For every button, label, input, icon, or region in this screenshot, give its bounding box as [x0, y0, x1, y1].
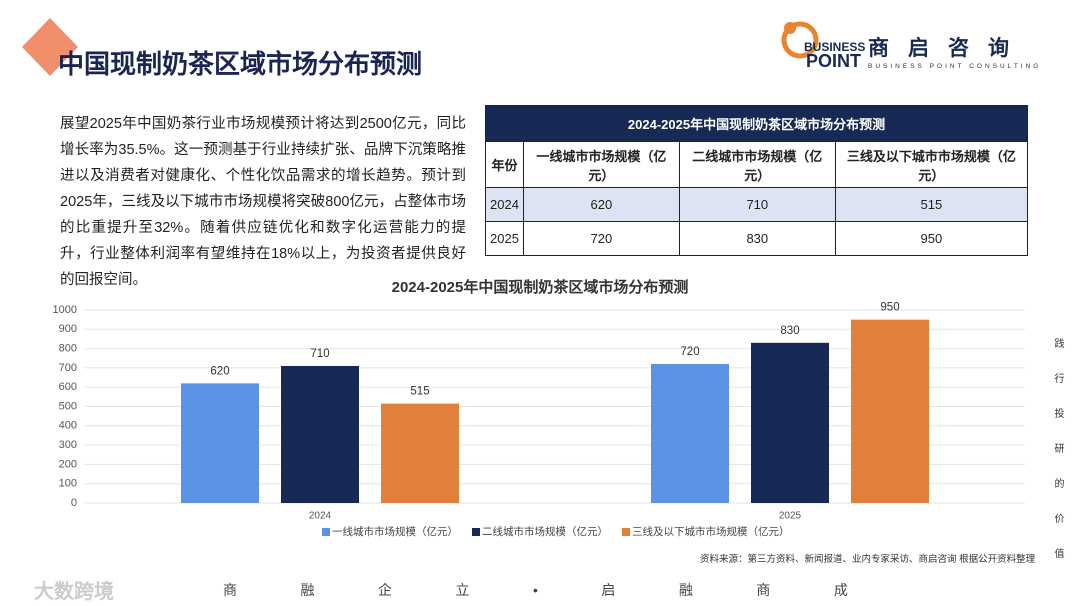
value-label: 830 [780, 325, 799, 337]
bar [381, 403, 459, 503]
table-cell: 720 [522, 221, 680, 256]
table-header: 年份 [485, 141, 524, 188]
logo-top: BUSINESS [804, 40, 865, 54]
table-row: 2025 720 830 950 [485, 221, 1029, 256]
logo-name: 商启咨询 [868, 36, 1028, 60]
table-cell: 620 [522, 187, 680, 222]
legend-swatch [472, 528, 480, 536]
bar [181, 383, 259, 503]
legend-label: 一线城市市场规模（亿元） [332, 525, 458, 538]
footer: 商融企立•启融商成 [223, 582, 912, 598]
table-caption: 2024-2025年中国现制奶茶区域市场分布预测 [485, 105, 1028, 142]
y-tick-label: 200 [59, 458, 77, 470]
y-tick-label: 1000 [53, 304, 77, 316]
legend-label: 二线城市市场规模（亿元） [482, 525, 608, 538]
table-header-row: 年份 一线城市市场规模（亿元） 二线城市市场规模（亿元） 三线及以下城市市场规模（亿元… [485, 141, 1029, 188]
side-text: 践行投研的价值 [1052, 338, 1063, 583]
y-tick-label: 600 [59, 381, 77, 393]
table-row: 2024 620 710 515 [485, 187, 1029, 222]
y-tick-label: 500 [59, 400, 77, 412]
y-tick-label: 700 [59, 362, 77, 374]
table-header: 一线城市市场规模（亿元） [522, 141, 680, 188]
value-label: 720 [680, 346, 699, 358]
decoration [22, 18, 78, 76]
title: 中国现制奶茶区域市场分布预测 [58, 49, 423, 79]
bar [851, 319, 929, 503]
table-cell: 515 [834, 187, 1029, 222]
legend-swatch [322, 528, 330, 536]
table-header: 二线城市市场规模（亿元） [678, 141, 836, 188]
y-tick-label: 100 [59, 478, 77, 490]
bar [651, 364, 729, 503]
bar [281, 365, 359, 503]
table-caption-row: 2024-2025年中国现制奶茶区域市场分布预测 [485, 105, 1028, 142]
table-header: 三线及以下城市市场规模（亿元） [834, 141, 1029, 188]
paragraph: 展望2025年中国奶茶行业市场规模预计将达到2500亿元，同比增长率为35.5%… [60, 116, 466, 288]
y-tick-label: 0 [71, 497, 77, 509]
y-tick-label: 900 [59, 323, 77, 335]
table-cell: 830 [678, 221, 836, 256]
logo-dot [784, 22, 796, 34]
legend-swatch [622, 528, 630, 536]
watermark: 大数跨境 [34, 581, 114, 603]
x-tick-label: 2024 [309, 511, 332, 522]
bar [751, 342, 829, 503]
y-tick-label: 800 [59, 343, 77, 355]
logo-bottom: POINT [806, 51, 861, 71]
table-cell: 710 [678, 187, 836, 222]
table-cell: 2025 [485, 221, 524, 256]
source: 资料来源：第三方资料、新闻报道、业内专家采访、商启咨询 根据公开资料整理 [700, 554, 1036, 565]
table-cell: 950 [834, 221, 1029, 256]
value-label: 710 [310, 348, 329, 360]
logo-ring [781, 21, 819, 59]
x-tick-label: 2025 [779, 511, 802, 522]
y-tick-label: 400 [59, 420, 77, 432]
value-label: 950 [880, 302, 899, 314]
table-cell: 2024 [485, 187, 524, 222]
y-tick-label: 300 [59, 439, 77, 451]
table: 2024-2025年中国现制奶茶区域市场分布预测 年份 一线城市市场规模（亿元） 二线… [485, 105, 1029, 256]
value-label: 620 [210, 365, 229, 377]
chart-title: 2024-2025年中国现制奶茶区域市场分布预测 [392, 278, 689, 296]
legend-label: 三线及以下城市市场规模（亿元） [632, 525, 790, 538]
logo-tagline: BUSINESS POINT CONSULTING [868, 63, 1041, 70]
value-label: 515 [410, 386, 429, 398]
